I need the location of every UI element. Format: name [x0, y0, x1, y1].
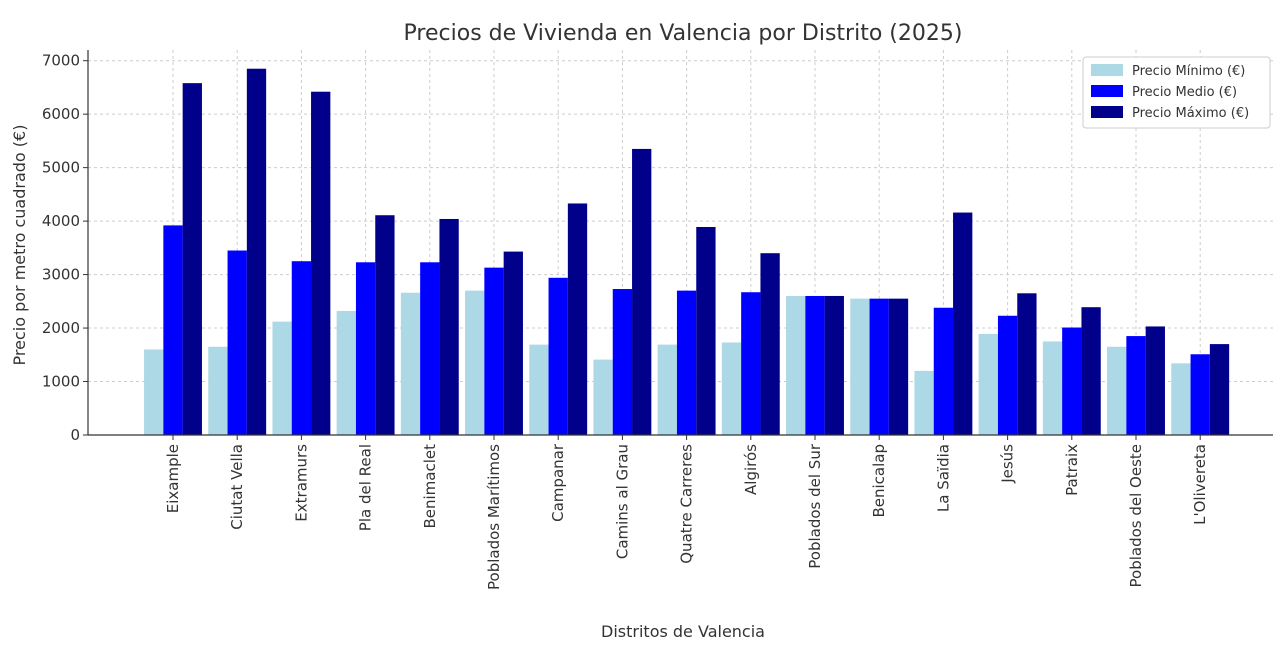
x-tick-label: Campanar: [549, 443, 567, 522]
bar: [696, 226, 716, 435]
bar: [850, 298, 870, 435]
bar: [933, 307, 954, 435]
x-tick-label: Poblados del Sur: [806, 443, 824, 569]
bar: [246, 68, 267, 436]
y-tick-label: 5000: [42, 159, 80, 177]
y-tick-labels: 0 1000 2000 3000 4000 5000 6000 7000: [42, 52, 88, 444]
x-tick-label: La Saïdia: [934, 444, 952, 512]
bar: [529, 344, 549, 435]
bar: [1107, 346, 1127, 435]
legend-swatch: [1091, 106, 1123, 118]
y-tick-label: 1000: [42, 373, 80, 391]
bar: [311, 91, 331, 435]
bar: [741, 292, 761, 435]
legend-swatch: [1091, 85, 1123, 97]
bar: [914, 370, 934, 435]
x-tick-label: Pla del Real: [357, 444, 375, 531]
x-tick-label: Poblados del Oeste: [1127, 444, 1145, 588]
y-tick-label: 6000: [42, 105, 80, 123]
y-axis-label: Precio por metro cuadrado (€): [10, 125, 29, 366]
bar: [657, 344, 677, 435]
legend: Precio Mínimo (€) Precio Medio (€) Precio …: [1082, 56, 1271, 129]
x-tick-labels: Eixample Ciutat Vella Extramurs Pla del Rea…: [164, 435, 1209, 590]
y-tick-label: 4000: [42, 212, 80, 230]
legend-label: Precio Mínimo (€): [1132, 64, 1245, 79]
x-tick-label: Eixample: [164, 444, 182, 513]
bar: [593, 359, 613, 435]
y-tick-label: 0: [70, 426, 80, 444]
x-tick-label: Benimaclet: [421, 444, 439, 529]
legend-label: Precio Máximo (€): [1132, 106, 1249, 121]
bar: [291, 261, 312, 435]
bar: [978, 333, 998, 435]
y-tick-label: 3000: [42, 266, 80, 284]
bar: [1171, 363, 1191, 435]
bar: [1126, 336, 1146, 435]
x-tick-label: Jesús: [999, 444, 1017, 484]
bar: [567, 203, 588, 435]
bar: [182, 83, 202, 436]
bar: [1081, 307, 1101, 435]
bar: [439, 218, 459, 435]
bar: [375, 215, 395, 435]
bar: [1017, 293, 1037, 435]
bar: [163, 225, 183, 435]
bar: [721, 342, 742, 435]
x-tick-label: Benicalap: [870, 444, 888, 518]
x-axis-label: Distritos de Valencia: [601, 622, 765, 641]
x-tick-label: Extramurs: [292, 444, 310, 522]
bar: [632, 148, 652, 435]
bar: [869, 298, 889, 435]
bar: [227, 250, 247, 435]
bar: [1209, 344, 1230, 435]
bar: [272, 321, 292, 435]
legend-frame: [1082, 56, 1271, 129]
bar: [1062, 327, 1082, 435]
bar: [484, 267, 504, 435]
bar: [548, 277, 568, 435]
bar: [1145, 326, 1165, 435]
x-tick-label: Algirós: [742, 444, 760, 495]
bar: [208, 346, 228, 435]
x-tick-label: Camins al Grau: [613, 444, 631, 559]
bar: [1042, 341, 1063, 435]
bar: [953, 212, 973, 435]
bar: [355, 262, 376, 435]
bar: [144, 349, 164, 435]
bar: [336, 310, 356, 435]
bar: [888, 298, 909, 435]
y-tick-label: 7000: [42, 52, 80, 70]
bar: [400, 292, 421, 435]
bar: [805, 295, 825, 435]
bars: [144, 68, 1230, 436]
chart-title: Precios de Vivienda en Valencia por Dist…: [404, 21, 963, 46]
x-tick-label: Quatre Carreres: [678, 444, 696, 564]
bar: [420, 262, 440, 435]
bar: [824, 295, 844, 435]
y-tick-label: 2000: [42, 319, 80, 337]
x-tick-label: Ciutat Vella: [228, 444, 246, 530]
bar: [1190, 354, 1210, 435]
legend-swatch: [1091, 64, 1123, 76]
bar: [612, 289, 633, 435]
legend-label: Precio Medio (€): [1132, 85, 1237, 100]
x-tick-label: Patraix: [1063, 444, 1081, 496]
x-tick-label: L'Olivereta: [1191, 444, 1209, 525]
bar: [676, 290, 697, 435]
bar: [786, 295, 806, 435]
bar: [997, 315, 1018, 435]
bar: [760, 253, 780, 435]
bar: [503, 251, 523, 435]
bar: [465, 290, 485, 435]
x-tick-label: Poblados Marítimos: [485, 444, 503, 590]
